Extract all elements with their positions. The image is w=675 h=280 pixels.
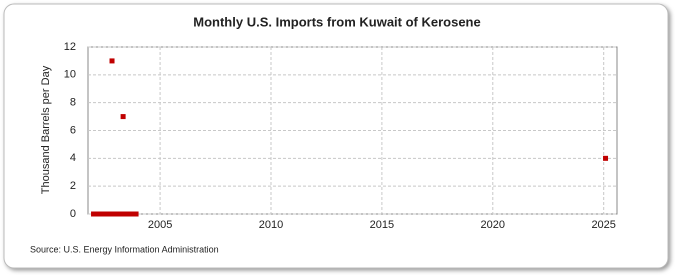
point	[107, 211, 113, 217]
y-tick-label: 4	[70, 152, 76, 164]
y-tick-label: 10	[64, 69, 76, 81]
point	[603, 155, 609, 161]
y-tick-label: 6	[70, 124, 76, 136]
point	[120, 114, 126, 120]
point	[109, 58, 115, 64]
x-tick-label: 2010	[259, 219, 283, 231]
y-axis-label: Thousand Barrels per Day	[40, 65, 52, 194]
y-tick-label: 2	[70, 180, 76, 192]
y-tick-label: 8	[70, 97, 76, 109]
y-tick-label: 0	[70, 208, 76, 220]
frame	[3, 3, 669, 269]
point	[133, 211, 139, 217]
x-tick-label: 2015	[370, 219, 394, 231]
x-tick-label: 2020	[481, 219, 505, 231]
point	[118, 211, 124, 217]
x-tick-label: 2025	[591, 219, 615, 231]
chart-title: Monthly U.S. Imports from Kuwait of Kero…	[193, 14, 480, 29]
y-tick-label: 12	[64, 41, 76, 53]
source: Source: U.S. Energy Information Administ…	[30, 244, 219, 254]
x-tick-label: 2005	[148, 219, 172, 231]
